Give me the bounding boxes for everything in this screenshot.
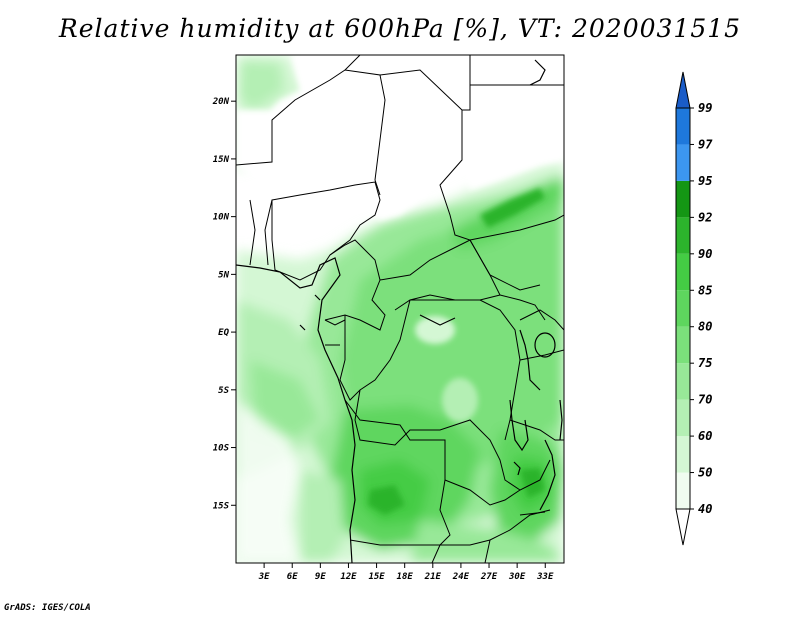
lon-tick-label: 9E bbox=[315, 572, 326, 582]
colorbar-bottom-extend bbox=[675, 508, 691, 546]
lon-tick-label: 15E bbox=[368, 572, 385, 582]
colorbar-bin bbox=[676, 436, 690, 473]
lon-tick-label: 12E bbox=[340, 572, 357, 582]
map-title: Relative humidity at 600hPa [%], VT: 202… bbox=[58, 14, 742, 43]
lon-tick-label: 33E bbox=[536, 572, 554, 582]
colorbar: 40 50 60 70 75 80 85 90 92 95 97 99 bbox=[675, 71, 713, 546]
colorbar-label: 75 bbox=[698, 356, 712, 370]
colorbar-label: 90 bbox=[698, 247, 712, 261]
coastlines bbox=[236, 59, 563, 563]
colorbar-bin bbox=[676, 363, 690, 400]
lon-tick-label: 24E bbox=[452, 572, 470, 582]
colorbar-bin bbox=[676, 180, 690, 218]
colorbar-label: 40 bbox=[698, 502, 712, 516]
colorbar-label: 95 bbox=[698, 174, 712, 188]
colorbar-bin bbox=[676, 290, 690, 327]
longitude-axis: 3E 6E 9E 12E 15E 18E 21E 24E 27E 30E 33E bbox=[258, 563, 554, 582]
colorbar-bin bbox=[676, 217, 690, 254]
colorbar-label: 97 bbox=[698, 137, 713, 151]
lat-tick-label: EQ bbox=[218, 328, 229, 338]
latitude-axis: 20N 15N 10N 5N EQ 5S 10S 15S bbox=[212, 97, 236, 511]
colorbar-label: 92 bbox=[698, 210, 712, 224]
colorbar-top-extend bbox=[675, 71, 691, 109]
colorbar-label: 80 bbox=[698, 320, 712, 334]
lat-tick-label: 10N bbox=[213, 213, 230, 223]
lat-tick-label: 15N bbox=[213, 155, 230, 165]
lat-tick-label: 15S bbox=[213, 501, 230, 511]
colorbar-bin bbox=[676, 253, 690, 291]
colorbar-outline bbox=[675, 107, 691, 510]
lat-tick-label: 5S bbox=[218, 386, 229, 396]
map-frame bbox=[235, 54, 565, 564]
colorbar-label: 60 bbox=[698, 429, 712, 443]
colorbar-label: 85 bbox=[698, 283, 712, 297]
country-borders bbox=[236, 55, 564, 563]
colorbar-bin bbox=[676, 144, 690, 181]
lon-tick-label: 3E bbox=[258, 572, 270, 582]
colorbar-bin bbox=[676, 108, 690, 145]
colorbar-label: 70 bbox=[698, 393, 712, 407]
lon-tick-label: 27E bbox=[480, 572, 498, 582]
lat-tick-label: 5N bbox=[218, 270, 229, 280]
colorbar-label: 50 bbox=[698, 466, 712, 480]
colorbar-bin bbox=[676, 399, 690, 437]
lon-tick-label: 6E bbox=[287, 572, 298, 582]
lon-tick-label: 21E bbox=[424, 572, 442, 582]
colorbar-label: 99 bbox=[698, 101, 712, 115]
colorbar-bin bbox=[676, 326, 690, 364]
colorbar-bin bbox=[676, 472, 690, 509]
lon-tick-label: 30E bbox=[508, 572, 526, 582]
lon-tick-label: 18E bbox=[397, 572, 414, 582]
lat-tick-label: 20N bbox=[212, 97, 230, 107]
lat-tick-label: 10S bbox=[213, 444, 230, 454]
credit-label: GrADS: IGES/COLA bbox=[4, 603, 91, 613]
